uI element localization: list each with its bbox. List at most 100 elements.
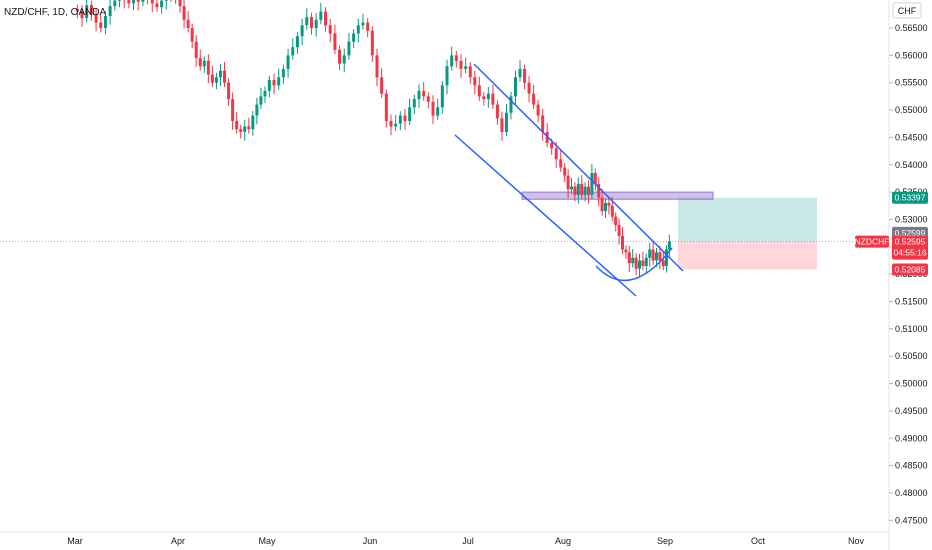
candle bbox=[291, 38, 295, 60]
candle-body bbox=[214, 77, 218, 83]
candle-body bbox=[277, 77, 281, 86]
time-tick-label: May bbox=[258, 536, 276, 546]
candle bbox=[403, 108, 407, 130]
candle bbox=[210, 65, 214, 88]
candle-body bbox=[445, 66, 449, 86]
candle bbox=[398, 111, 402, 131]
candle bbox=[644, 253, 648, 273]
candle bbox=[389, 114, 393, 136]
candle-body bbox=[247, 126, 251, 130]
candle bbox=[99, 13, 103, 33]
time-tick-label: Jul bbox=[462, 536, 474, 546]
price-tick-label: 0.49000 bbox=[895, 433, 928, 443]
candle bbox=[272, 73, 276, 95]
time-axis[interactable]: Mar Apr May Jun Jul Aug Sep Oct Nov bbox=[67, 536, 864, 546]
candle-body bbox=[570, 186, 573, 190]
candle bbox=[300, 18, 304, 45]
candle bbox=[198, 49, 202, 71]
candle-body bbox=[375, 55, 379, 78]
channel-lower-line[interactable] bbox=[454, 134, 637, 297]
candle-body bbox=[617, 224, 621, 236]
candle-body bbox=[554, 148, 558, 160]
candle-body bbox=[190, 28, 194, 42]
candle bbox=[500, 111, 504, 141]
candle bbox=[523, 64, 527, 90]
candle-body bbox=[559, 159, 563, 168]
candle bbox=[295, 31, 299, 54]
resistance-zone[interactable] bbox=[521, 191, 714, 200]
candle bbox=[319, 2, 323, 25]
candle-body bbox=[523, 69, 527, 83]
candle-body bbox=[281, 69, 285, 78]
candle bbox=[477, 76, 481, 101]
candle bbox=[80, 5, 84, 27]
candle bbox=[600, 188, 604, 216]
candle bbox=[514, 70, 517, 106]
candle-body bbox=[566, 175, 570, 190]
candle-body bbox=[150, 0, 154, 4]
candle-body bbox=[108, 6, 112, 16]
candle-body bbox=[495, 104, 499, 119]
candle bbox=[617, 218, 621, 245]
candle bbox=[89, 0, 93, 21]
candle bbox=[255, 98, 259, 125]
candle bbox=[352, 29, 356, 49]
candle-body bbox=[309, 17, 313, 28]
candle-body bbox=[305, 17, 309, 26]
candle bbox=[108, 0, 112, 25]
candle bbox=[655, 247, 658, 268]
position-zones bbox=[521, 191, 817, 270]
candle-body bbox=[361, 22, 365, 26]
candle bbox=[194, 35, 198, 67]
candle-body bbox=[541, 115, 545, 132]
candle-body bbox=[641, 260, 645, 266]
candle-body bbox=[624, 249, 628, 253]
candle bbox=[277, 68, 281, 90]
candle bbox=[263, 86, 267, 103]
candle-body bbox=[267, 79, 271, 91]
stop-price-text: 0.52085 bbox=[895, 265, 926, 275]
rounding-bottom-arc[interactable] bbox=[595, 247, 673, 282]
candle bbox=[664, 245, 668, 273]
candle bbox=[127, 0, 131, 8]
candle bbox=[178, 0, 182, 13]
candle-body bbox=[342, 55, 346, 64]
candle bbox=[175, 0, 177, 4]
time-tick-label: Aug bbox=[555, 536, 571, 546]
candle-body bbox=[486, 93, 490, 100]
candle bbox=[136, 0, 140, 11]
candle bbox=[621, 227, 624, 254]
candle-body bbox=[272, 79, 276, 86]
candle-body bbox=[347, 41, 351, 56]
candle bbox=[113, 0, 117, 11]
candle bbox=[527, 76, 531, 103]
candle bbox=[251, 111, 255, 136]
candle bbox=[491, 84, 495, 109]
candle bbox=[214, 72, 218, 90]
candle-body bbox=[610, 205, 614, 217]
candle bbox=[651, 240, 655, 265]
candle-body bbox=[477, 85, 481, 97]
candle bbox=[509, 91, 513, 120]
candle-body bbox=[627, 252, 631, 264]
loss-zone[interactable] bbox=[678, 241, 817, 270]
candle bbox=[566, 169, 570, 199]
candle bbox=[366, 18, 370, 38]
candle bbox=[445, 59, 449, 95]
price-tick-label: 0.56000 bbox=[895, 50, 928, 60]
candle-body bbox=[352, 33, 356, 42]
candle-body bbox=[587, 186, 590, 195]
price-tick-label: 0.50000 bbox=[895, 379, 928, 389]
candle bbox=[305, 8, 309, 30]
candle bbox=[94, 7, 98, 32]
channel-upper-line[interactable] bbox=[473, 63, 684, 272]
profit-zone[interactable] bbox=[678, 197, 817, 242]
candle-body bbox=[398, 115, 402, 124]
candle bbox=[518, 60, 522, 82]
candle bbox=[117, 0, 121, 8]
candle bbox=[464, 57, 468, 74]
candle bbox=[338, 45, 342, 71]
candle bbox=[347, 32, 351, 60]
price-tick-label: 0.47500 bbox=[895, 515, 928, 525]
